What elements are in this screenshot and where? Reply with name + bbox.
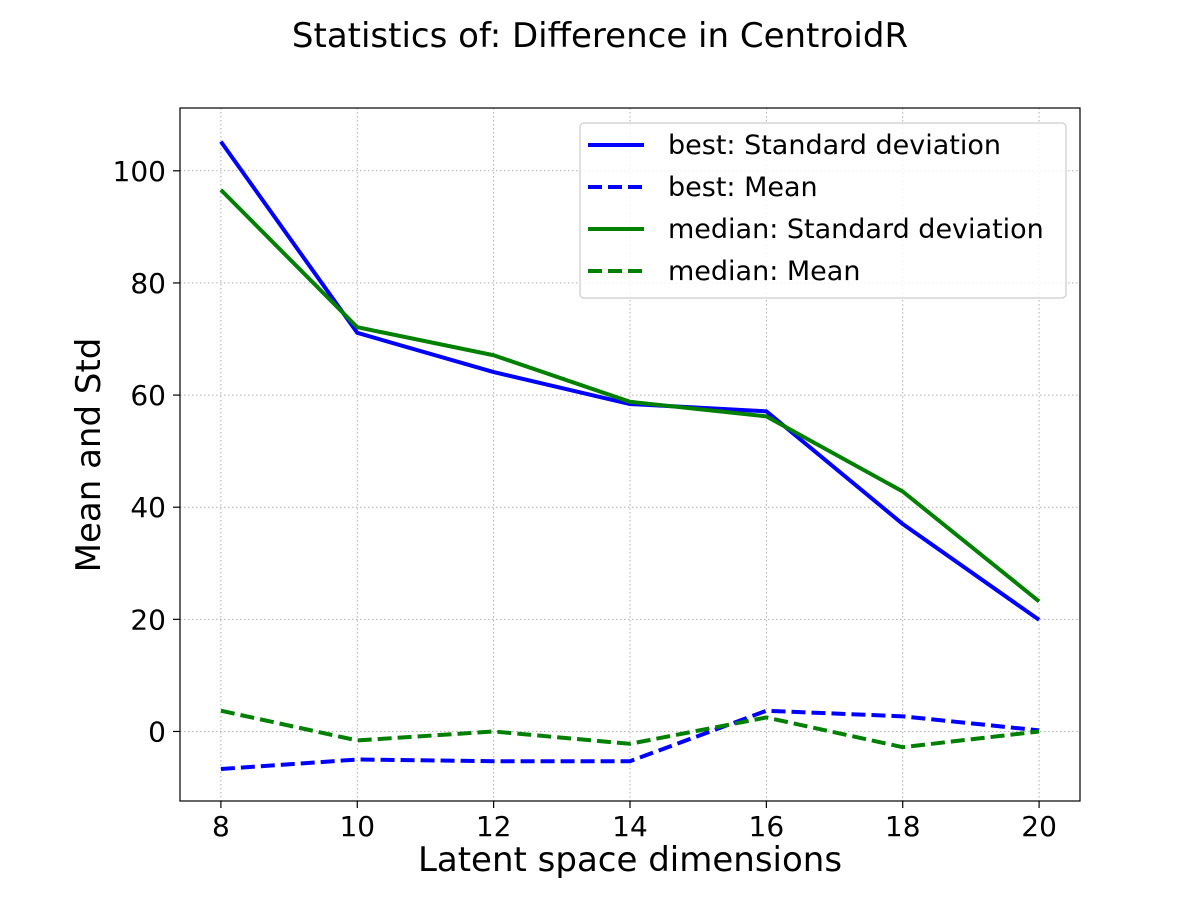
legend: best: Standard deviation best: Mean median…: [579, 122, 1067, 299]
y-axis-label: Mean and Std: [69, 338, 109, 573]
series-line-3: [219, 188, 1041, 603]
x-tick-label: 20: [1021, 810, 1057, 843]
grid-lines: [180, 108, 1080, 801]
legend-box: [579, 122, 1067, 299]
series-line-1: [219, 140, 1041, 622]
x-tick-label: 18: [885, 810, 921, 843]
y-tick-label: 0: [148, 715, 166, 748]
series-line-2: [220, 708, 1040, 772]
x-axis-ticks: 8 10 12 14 16 18 20: [212, 801, 1057, 843]
y-tick-label: 60: [130, 379, 166, 412]
x-tick-label: 8: [212, 810, 230, 843]
y-tick-label: 80: [130, 267, 166, 300]
y-tick-label: 20: [130, 603, 166, 636]
x-tick-label: 14: [612, 810, 648, 843]
y-axis-ticks: 0 20 40 60 80 100: [113, 155, 180, 748]
legend-label-3: median: Standard deviation: [668, 214, 1044, 245]
legend-label-4: median: Mean: [668, 256, 860, 287]
y-tick-label: 40: [130, 491, 166, 524]
y-tick-label: 100: [113, 155, 166, 188]
x-tick-label: 12: [476, 810, 512, 843]
x-tick-label: 10: [339, 810, 375, 843]
legend-label-1: best: Standard deviation: [668, 130, 1001, 161]
series-lines: [219, 140, 1041, 772]
x-tick-label: 16: [749, 810, 785, 843]
series-line-4: [220, 708, 1040, 750]
legend-label-2: best: Mean: [668, 172, 818, 203]
x-axis-label: Latent space dimensions: [418, 840, 842, 880]
chart-title: Statistics of: Difference in CentroidR: [292, 16, 908, 56]
